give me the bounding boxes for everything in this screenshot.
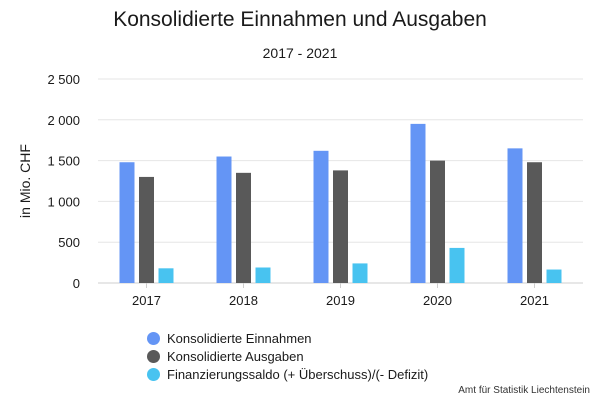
bar-2017-series-3 [158,268,174,283]
x-tick-label: 2019 [326,293,355,308]
y-tick-label: 1 000 [47,194,80,209]
bar-2018-series-2 [236,172,251,283]
bar-2020-series-2 [430,160,445,283]
legend: Konsolidierte Einnahmen Konsolidierte Au… [147,329,428,383]
legend-item-saldo[interactable]: Finanzierungssaldo (+ Überschuss)/(- Def… [147,365,428,383]
bar-2019-series-3 [352,263,368,283]
x-tick-label: 2021 [520,293,549,308]
legend-item-ausgaben[interactable]: Konsolidierte Ausgaben [147,347,428,365]
bar-2020-series-1 [410,123,426,283]
legend-item-einnahmen[interactable]: Konsolidierte Einnahmen [147,329,428,347]
bar-2020-series-3 [449,247,465,283]
bar-2021-series-3 [546,269,562,283]
legend-label-ausgaben: Konsolidierte Ausgaben [167,348,304,364]
y-axis-title: in Mio. CHF [17,144,33,218]
chart-subtitle: 2017 - 2021 [0,45,600,61]
bar-2017-series-1 [119,162,135,283]
chart-title-text: Konsolidierte Einnahmen und Ausgaben [113,8,487,31]
x-tick-label: 2017 [132,293,161,308]
bar-2019-series-1 [313,150,329,283]
legend-swatch-ausgaben [147,349,160,363]
bar-2019-series-2 [333,170,348,283]
x-tick-label: 2020 [423,293,452,308]
y-tick-label: 500 [58,235,80,250]
chart-subtitle-text: 2017 - 2021 [262,45,338,61]
y-tick-label: 2 500 [47,72,80,87]
bar-2017-series-2 [139,176,154,283]
source-credit: Amt für Statistik Liechtenstein [458,385,590,396]
bar-2021-series-2 [527,162,542,283]
bar-2021-series-1 [507,148,523,283]
legend-label-saldo: Finanzierungssaldo (+ Überschuss)/(- Def… [167,366,429,382]
bar-2018-series-3 [255,267,271,283]
y-tick-label: 1 500 [47,154,80,169]
legend-label-einnahmen: Konsolidierte Einnahmen [167,330,312,346]
y-tick-label: 2 000 [47,113,80,128]
y-tick-label: 0 [73,276,80,291]
x-tick-label: 2018 [229,293,258,308]
legend-swatch-saldo [147,367,160,381]
chart-title: Konsolidierte Einnahmen und Ausgaben [0,8,600,32]
legend-swatch-einnahmen [147,331,160,345]
bar-2018-series-1 [216,156,232,283]
